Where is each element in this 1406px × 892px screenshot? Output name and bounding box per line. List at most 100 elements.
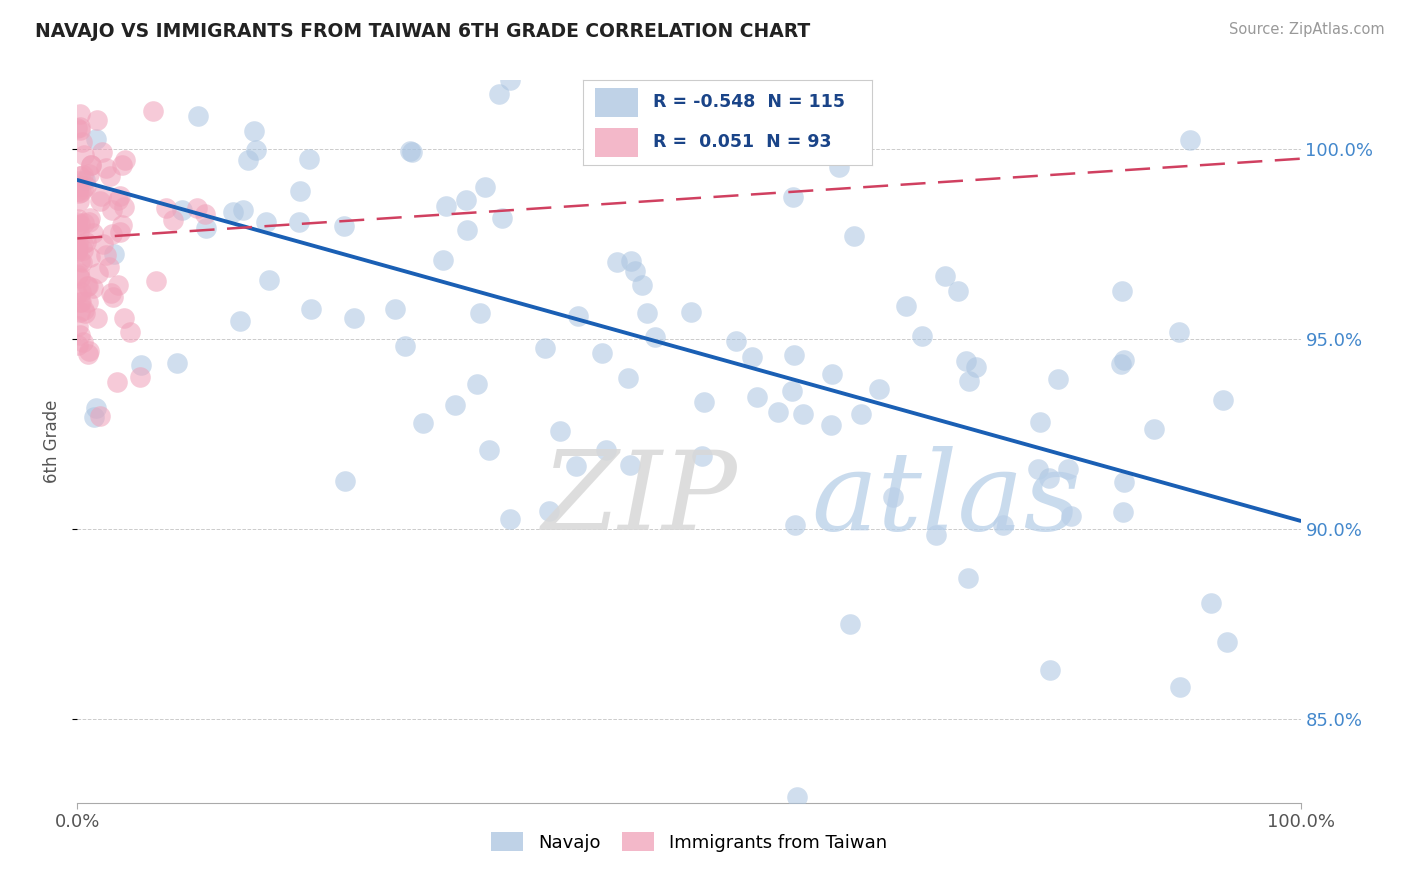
Point: [76, 278, 98, 293]
Point: [595, 442, 617, 457]
Point: [745, 390, 768, 404]
Point: [1060, 509, 1083, 524]
Point: [228, 314, 250, 328]
Point: [498, 512, 520, 526]
Point: [70, 186, 93, 200]
Point: [474, 179, 496, 194]
Point: [820, 367, 842, 381]
Point: [619, 458, 641, 472]
Text: atlas: atlas: [811, 446, 1081, 553]
Point: [72, 243, 94, 257]
Point: [108, 225, 131, 239]
Point: [620, 253, 643, 268]
Point: [69, 328, 91, 343]
Point: [66, 215, 89, 229]
Point: [692, 395, 714, 409]
Point: [75, 235, 97, 249]
Point: [69, 304, 91, 318]
Point: [79, 167, 101, 181]
Point: [89, 409, 111, 424]
Point: [91, 237, 114, 252]
Point: [66, 174, 89, 188]
Point: [90, 189, 112, 203]
Text: Source: ZipAtlas.com: Source: ZipAtlas.com: [1229, 22, 1385, 37]
Point: [465, 377, 488, 392]
Point: [98, 260, 121, 274]
Point: [851, 408, 873, 422]
Point: [1114, 353, 1136, 368]
Point: [145, 274, 167, 288]
Point: [384, 302, 406, 317]
Point: [741, 350, 763, 364]
Point: [83, 409, 105, 424]
Point: [844, 229, 866, 244]
Point: [172, 202, 194, 217]
Point: [911, 329, 934, 343]
Point: [478, 443, 501, 458]
Point: [75, 179, 97, 194]
Point: [333, 219, 356, 234]
Point: [288, 215, 311, 229]
Point: [1112, 504, 1135, 518]
Point: [73, 148, 96, 162]
Point: [957, 571, 980, 585]
Point: [1047, 372, 1070, 386]
Point: [955, 354, 977, 368]
Point: [259, 273, 281, 287]
Point: [66, 184, 89, 198]
Point: [766, 405, 789, 419]
Point: [91, 145, 114, 160]
Point: [142, 103, 165, 118]
Point: [70, 136, 93, 150]
Point: [166, 356, 188, 370]
Point: [77, 278, 100, 293]
Point: [114, 153, 136, 167]
Point: [107, 193, 129, 207]
Point: [86, 310, 108, 325]
Point: [67, 266, 90, 280]
FancyBboxPatch shape: [595, 128, 638, 157]
Point: [456, 223, 478, 237]
Point: [617, 371, 640, 385]
Point: [79, 250, 101, 264]
Point: [412, 416, 434, 430]
Text: ZIP: ZIP: [543, 446, 738, 553]
Point: [724, 334, 747, 348]
Point: [882, 490, 904, 504]
Point: [565, 459, 588, 474]
Point: [86, 113, 108, 128]
Point: [624, 264, 647, 278]
Point: [120, 326, 142, 340]
Point: [1038, 471, 1060, 485]
Point: [636, 306, 658, 320]
Point: [111, 158, 134, 172]
Point: [70, 255, 93, 269]
Point: [194, 207, 217, 221]
Point: [112, 310, 135, 325]
Point: [107, 278, 129, 293]
Point: [894, 299, 917, 313]
Point: [67, 178, 90, 193]
Point: [76, 294, 98, 309]
Point: [105, 376, 128, 390]
Point: [491, 211, 513, 225]
Point: [66, 337, 89, 351]
Point: [226, 57, 249, 71]
Point: [66, 319, 89, 334]
Point: [1168, 681, 1191, 695]
Point: [1056, 462, 1078, 476]
Point: [67, 225, 90, 239]
Point: [195, 220, 218, 235]
Point: [103, 247, 125, 261]
Point: [101, 203, 124, 218]
Point: [1167, 326, 1189, 340]
Point: [792, 407, 814, 421]
Point: [679, 305, 702, 319]
Point: [343, 310, 366, 325]
Point: [690, 449, 713, 463]
Y-axis label: 6th Grade: 6th Grade: [42, 400, 60, 483]
Point: [76, 347, 98, 361]
Point: [162, 213, 184, 227]
Point: [66, 211, 89, 226]
Text: R =  0.051  N = 93: R = 0.051 N = 93: [652, 133, 831, 151]
